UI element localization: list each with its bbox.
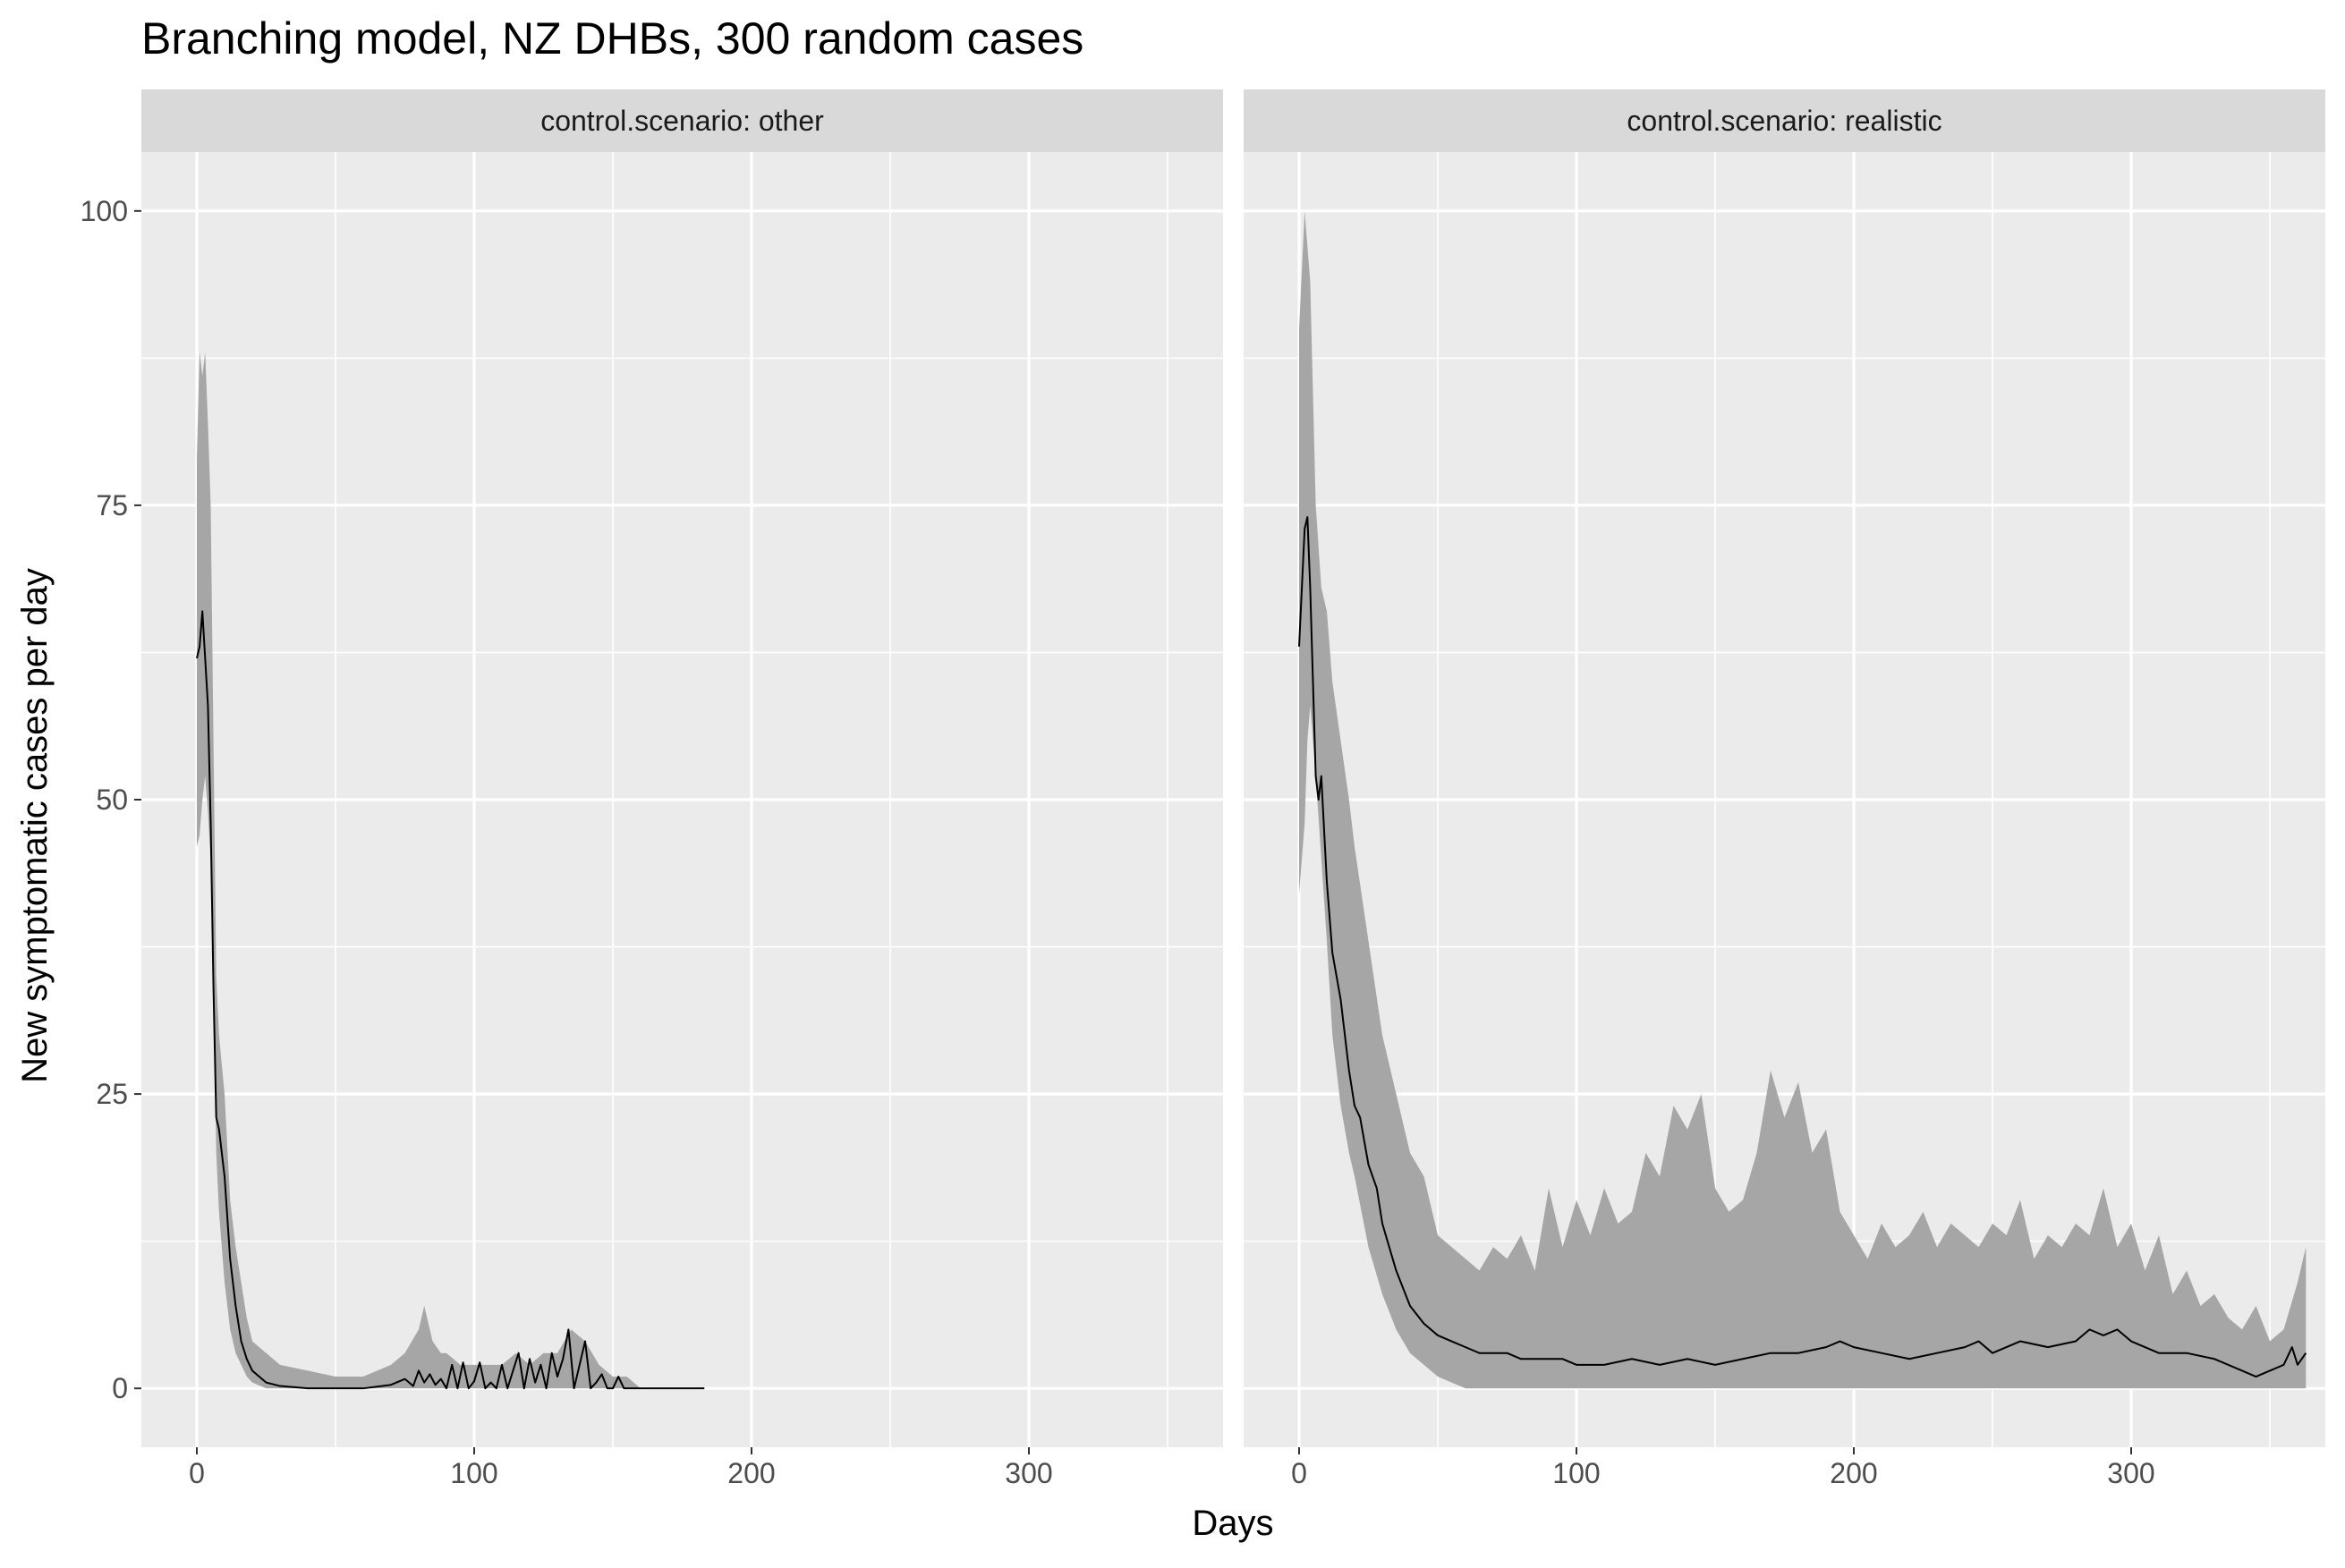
x-tick-label: 0 (189, 1457, 205, 1489)
y-tick-label: 75 (96, 489, 128, 521)
median-line (196, 610, 705, 1390)
x-tick-label: 300 (1005, 1457, 1052, 1489)
facet-strip-label: control.scenario: other (540, 105, 824, 137)
ribbon-band (1299, 210, 2307, 1389)
x-tick-label: 200 (727, 1457, 775, 1489)
y-tick-label: 50 (96, 784, 128, 816)
median-line (1298, 516, 2307, 1378)
x-tick-label: 300 (2107, 1457, 2154, 1489)
chart-title: Branching model, NZ DHBs, 300 random cas… (141, 13, 1083, 64)
facet-strip (1244, 89, 2325, 152)
x-tick-label: 100 (450, 1457, 497, 1489)
y-tick-label: 25 (96, 1078, 128, 1110)
facet-strip-label: control.scenario: realistic (1627, 105, 1941, 137)
facet-panel-1: control.scenario: other 0 100 200 300 (141, 89, 1223, 1489)
x-axis-title: Days (1192, 1504, 1273, 1543)
facet-panel-2: control.scenario: realistic 0 100 200 300 (1244, 89, 2325, 1489)
x-tick-label: 200 (1830, 1457, 1877, 1489)
facet-strip (141, 89, 1223, 152)
y-axis: 0 25 50 75 100 (81, 195, 141, 1404)
x-tick-label: 100 (1552, 1457, 1600, 1489)
y-axis-title: New symptomatic cases per day (15, 568, 55, 1083)
x-tick-label: 0 (1291, 1457, 1307, 1489)
y-tick-label: 100 (81, 195, 128, 227)
y-tick-label: 0 (112, 1372, 128, 1404)
